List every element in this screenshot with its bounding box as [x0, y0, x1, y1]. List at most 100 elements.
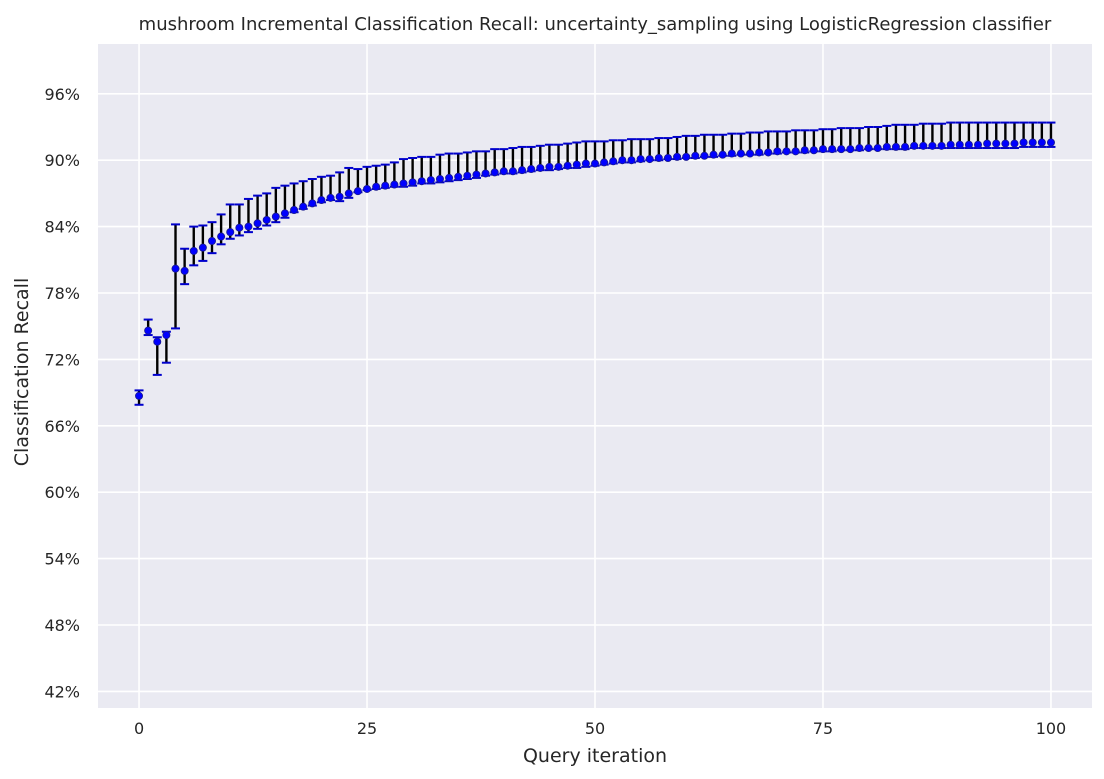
data-point — [426, 176, 435, 185]
data-point — [645, 155, 654, 164]
data-point — [736, 149, 745, 158]
data-point — [235, 223, 244, 232]
data-point — [536, 163, 545, 172]
data-point — [244, 222, 253, 231]
data-point — [791, 147, 800, 156]
data-point — [445, 173, 454, 182]
data-point — [381, 181, 390, 190]
data-point — [554, 162, 563, 171]
data-point — [271, 212, 280, 221]
data-point — [718, 150, 727, 159]
data-point — [873, 144, 882, 153]
data-point — [828, 145, 837, 154]
y-tick-label: 60% — [44, 483, 80, 502]
data-point — [673, 152, 682, 161]
data-point — [955, 140, 964, 149]
data-point — [1046, 138, 1055, 147]
data-point — [1037, 138, 1046, 147]
data-point — [983, 139, 992, 148]
data-point — [153, 337, 162, 346]
x-tick-labels: 0 25 50 75 100 — [134, 719, 1066, 738]
x-axis-label: Query iteration — [523, 745, 667, 767]
x-tick-label: 75 — [813, 719, 833, 738]
data-point — [901, 142, 910, 151]
data-point — [654, 153, 663, 162]
data-point — [919, 141, 928, 150]
y-axis-label: Classification Recall — [11, 278, 33, 466]
y-tick-labels: 42% 48% 54% 60% 66% 72% 78% 84% 90% 96% — [44, 85, 80, 702]
data-point — [508, 167, 517, 176]
data-point — [1010, 139, 1019, 148]
data-point — [308, 199, 317, 208]
data-point — [435, 175, 444, 184]
data-point — [217, 232, 226, 241]
x-tick-label: 100 — [1036, 719, 1067, 738]
data-point — [262, 215, 271, 224]
y-tick-label: 66% — [44, 417, 80, 436]
y-tick-label: 48% — [44, 616, 80, 635]
data-point — [144, 326, 153, 335]
data-point — [627, 156, 636, 165]
data-point — [618, 156, 627, 165]
data-point — [882, 142, 891, 151]
y-tick-label: 96% — [44, 85, 80, 104]
data-point — [727, 149, 736, 158]
data-point — [171, 264, 180, 273]
data-point — [709, 150, 718, 159]
data-point — [417, 177, 426, 186]
data-point — [946, 140, 955, 149]
data-point — [518, 166, 527, 175]
y-tick-label: 72% — [44, 350, 80, 369]
data-point — [609, 157, 618, 166]
data-point — [135, 391, 144, 400]
data-point — [162, 331, 171, 340]
data-point — [490, 168, 499, 177]
data-point — [809, 146, 818, 155]
data-point — [855, 144, 864, 153]
data-point — [773, 147, 782, 156]
data-point — [891, 142, 900, 151]
data-point — [755, 148, 764, 157]
data-point — [837, 145, 846, 154]
data-point — [846, 145, 855, 154]
data-point — [663, 153, 672, 162]
data-point — [463, 171, 472, 180]
data-point — [180, 266, 189, 275]
x-tick-label: 0 — [134, 719, 144, 738]
data-point — [691, 151, 700, 160]
data-point — [399, 179, 408, 188]
data-point — [974, 140, 983, 149]
data-point — [864, 144, 873, 153]
data-point — [454, 172, 463, 181]
data-point — [1001, 139, 1010, 148]
data-point — [563, 161, 572, 170]
data-point — [481, 169, 490, 178]
data-point — [226, 228, 235, 237]
data-point — [253, 219, 262, 228]
x-tick-label: 25 — [357, 719, 377, 738]
data-point — [636, 155, 645, 164]
data-point — [280, 209, 289, 218]
data-point — [408, 178, 417, 187]
data-point — [299, 202, 308, 211]
data-point — [700, 151, 709, 160]
data-point — [572, 160, 581, 169]
data-point — [335, 192, 344, 201]
y-tick-label: 78% — [44, 284, 80, 303]
x-tick-label: 50 — [585, 719, 605, 738]
y-tick-label: 54% — [44, 550, 80, 569]
y-tick-label: 42% — [44, 682, 80, 701]
data-point — [1028, 138, 1037, 147]
y-tick-label: 84% — [44, 218, 80, 237]
data-point — [581, 159, 590, 168]
data-point — [363, 184, 372, 193]
data-point — [189, 246, 198, 255]
data-point — [326, 193, 335, 202]
data-point — [390, 180, 399, 189]
data-point — [964, 140, 973, 149]
data-point — [818, 145, 827, 154]
data-point — [198, 243, 207, 252]
data-point — [317, 196, 326, 205]
data-point — [499, 167, 508, 176]
